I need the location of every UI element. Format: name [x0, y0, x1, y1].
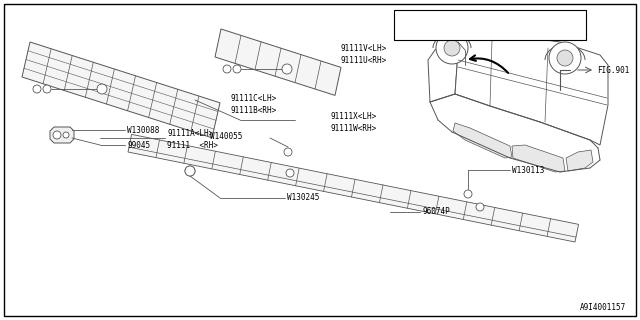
Text: W140055: W140055 — [210, 132, 243, 140]
Circle shape — [97, 84, 107, 94]
Polygon shape — [512, 145, 565, 172]
Circle shape — [464, 190, 472, 198]
Text: 91111V<LH>: 91111V<LH> — [340, 44, 387, 52]
Text: W130109(1410- ): W130109(1410- ) — [420, 29, 484, 35]
Circle shape — [53, 131, 61, 139]
Text: A9I4001157: A9I4001157 — [580, 303, 627, 312]
FancyBboxPatch shape — [394, 10, 586, 40]
Polygon shape — [566, 150, 593, 171]
Text: W130113: W130113 — [512, 165, 545, 174]
Polygon shape — [50, 127, 74, 143]
Text: FIG.901: FIG.901 — [597, 66, 629, 75]
Polygon shape — [455, 35, 608, 145]
Text: 91111W<RH>: 91111W<RH> — [330, 124, 376, 132]
Polygon shape — [453, 123, 512, 158]
Text: 91111B<RH>: 91111B<RH> — [230, 106, 276, 115]
Circle shape — [549, 42, 581, 74]
Circle shape — [286, 169, 294, 177]
Text: 99045: 99045 — [127, 140, 150, 149]
Polygon shape — [22, 42, 220, 138]
Text: 1: 1 — [403, 20, 407, 29]
Text: W130245: W130245 — [287, 194, 319, 203]
Circle shape — [63, 132, 69, 138]
Circle shape — [233, 65, 241, 73]
Text: 91111  <RH>: 91111 <RH> — [167, 140, 218, 149]
Text: 1: 1 — [285, 67, 289, 71]
Circle shape — [436, 32, 468, 64]
Text: 91111A<LH>: 91111A<LH> — [167, 129, 213, 138]
Circle shape — [223, 65, 231, 73]
Text: W130088: W130088 — [127, 125, 159, 134]
Circle shape — [282, 64, 292, 74]
Circle shape — [284, 148, 292, 156]
Circle shape — [185, 166, 195, 176]
Circle shape — [185, 166, 195, 176]
Circle shape — [444, 40, 460, 56]
Text: 1: 1 — [100, 86, 104, 92]
Text: 91111U<RH>: 91111U<RH> — [340, 55, 387, 65]
Circle shape — [33, 85, 41, 93]
Circle shape — [476, 203, 484, 211]
Circle shape — [397, 17, 413, 33]
Text: W130088( -1409): W130088( -1409) — [420, 17, 484, 23]
Polygon shape — [428, 40, 458, 102]
Polygon shape — [128, 134, 579, 242]
Polygon shape — [215, 29, 341, 95]
Circle shape — [557, 50, 573, 66]
Text: 96074P: 96074P — [422, 207, 450, 217]
Text: 91111C<LH>: 91111C<LH> — [230, 93, 276, 102]
Text: 91111X<LH>: 91111X<LH> — [330, 111, 376, 121]
Circle shape — [43, 85, 51, 93]
